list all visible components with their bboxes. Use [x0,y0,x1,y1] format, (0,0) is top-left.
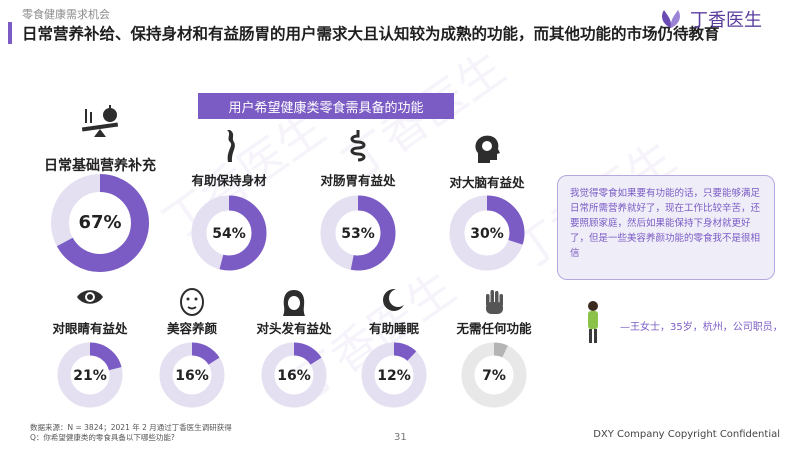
chart-title: 用户希望健康类零食需具备的功能 [198,93,454,119]
item-label: 有助保持身材 [191,173,267,188]
donut-value-arc [57,342,123,408]
person-icon [588,301,598,343]
donut-value-label: 16% [277,368,311,384]
hand-stop-icon [483,288,505,320]
donut-chart: 16% [159,342,225,408]
section-label: 零食健康需求机会 [22,8,110,21]
quote-attribution: —王女士，35岁，杭州，公司职员， [620,322,783,333]
donut-chart: 12% [361,342,427,408]
quote-text: 我觉得零食如果要有功能的话，只要能够满足日常所需营养就好了，现在工作比较辛苦，还… [570,188,761,259]
donut-value-label: 7% [482,368,506,384]
donut-value-label: 53% [341,226,375,242]
donut-value-arc [51,174,149,272]
brand-logo: 丁香医生 [658,6,762,32]
brain-head-icon [472,133,502,169]
donut-value-arc [449,195,525,271]
footnote: 数据来源：N = 3824；2021 年 2 月通过丁香医生调研获得 Q：你希望… [30,423,232,443]
item-label: 对大脑有益处 [449,175,525,190]
item-label: 对头发有益处 [256,321,332,336]
item-label: 美容养颜 [166,321,218,336]
data-source: 数据来源：N = 3824；2021 年 2 月通过丁香医生调研获得 [30,423,232,432]
donut-value-label: 21% [73,368,107,384]
donut-value-arc [361,342,427,408]
donut-value-arc [191,195,267,271]
donut-value-arc [159,342,225,408]
hair-icon [281,288,307,322]
donut-chart: 16% [261,342,327,408]
item-label: 对肠胃有益处 [320,173,396,188]
donut-value-arc [320,195,396,271]
donut-chart: 30% [449,195,525,271]
item-label: 日常基础营养补充 [44,158,156,174]
survey-question: Q：你希望健康类的零食具备以下哪些功能? [30,433,175,442]
donut-chart: 21% [57,342,123,408]
copyright: DXY Company Copyright Confidential [593,429,780,440]
donut-value-label: 67% [78,212,121,233]
donut-chart: 54% [191,195,267,271]
donut-chart: 53% [320,195,396,271]
face-mask-icon [179,288,205,320]
moon-icon [382,288,407,316]
quote-bubble: 我觉得零食如果要有功能的话，只要能够满足日常所需营养就好了，现在工作比较辛苦，还… [557,175,775,280]
donut-value-arc [461,342,527,408]
intestine-icon [344,128,372,168]
item-label: 无需任何功能 [456,321,532,336]
donut-value-label: 54% [212,226,246,242]
page-title: 日常营养补给、保持身材和有益肠胃的用户需求大且认知较为成熟的功能，而其他功能的市… [22,25,720,43]
donut-value-label: 30% [470,226,504,242]
body-figure-icon [218,128,240,168]
donut-value-arc [261,342,327,408]
page-number: 31 [394,432,407,443]
donut-chart: 67% [51,174,149,272]
item-label: 有助睡眠 [368,321,420,336]
eye-icon [76,288,104,310]
item-label: 对眼睛有益处 [52,321,128,336]
title-accent-bar [8,22,12,44]
donut-value-label: 16% [175,368,209,384]
donut-chart: 7% [461,342,527,408]
nutrition-balance-icon [78,103,122,143]
logo-text: 丁香医生 [690,10,762,31]
donut-value-label: 12% [377,368,411,384]
leaf-logo-icon [662,10,680,28]
